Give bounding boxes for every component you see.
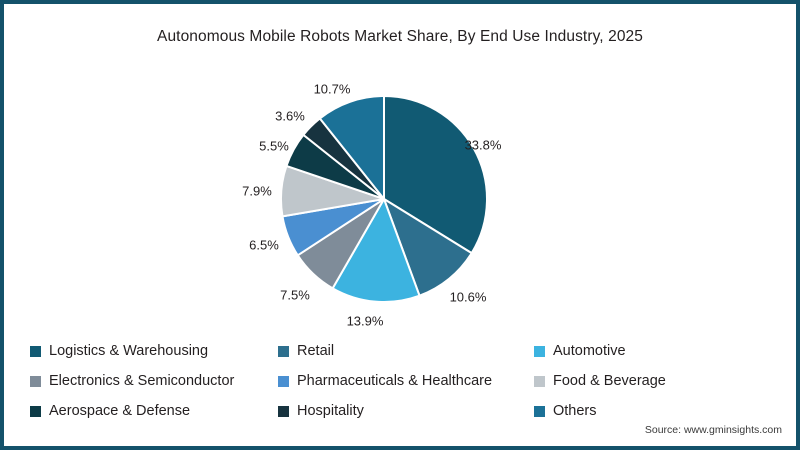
pie-slice[interactable] [331,196,421,303]
legend-item-label: Aerospace & Defense [49,403,191,419]
pie-slice-label: 10.7% [313,81,351,97]
pie-slice[interactable] [318,94,385,202]
legend-item[interactable]: Electronics & Semiconductor [30,373,278,389]
legend-item[interactable]: Others [534,403,730,419]
legend-row: Aerospace & Defense Hospitality Others [30,396,730,426]
pie-slice-label: 7.5% [280,287,310,303]
legend-color-swatch [278,345,289,357]
legend-row: Electronics & Semiconductor Pharmaceutica… [30,366,730,396]
pie-slice-label: 6.5% [249,237,279,253]
pie-slice-label: 10.6% [449,289,487,305]
legend-item-label: Retail [297,343,335,359]
legend-item-label: Automotive [553,343,626,359]
legend-item[interactable]: Automotive [534,343,730,359]
legend-item-label: Food & Beverage [553,373,666,389]
pie-slice-label: 13.9% [346,313,384,329]
legend-color-swatch [278,375,289,387]
chart-title: Autonomous Mobile Robots Market Share, B… [157,28,643,45]
legend-color-swatch [30,405,41,417]
pie-slice-label: 5.5% [259,138,289,154]
legend-color-swatch [534,405,545,417]
legend-color-swatch [30,345,41,357]
legend-item[interactable]: Retail [278,343,534,359]
legend-item-label: Hospitality [297,403,364,419]
chart-legend: Logistics & Warehousing Retail Automotive E… [30,336,730,426]
legend-item[interactable]: Food & Beverage [534,373,730,389]
legend-color-swatch [30,375,41,387]
legend-item[interactable]: Aerospace & Defense [30,403,278,419]
legend-row: Logistics & Warehousing Retail Automotive [30,336,730,366]
legend-item-label: Logistics & Warehousing [49,343,209,359]
pie-slice-label: 33.8% [464,137,502,153]
legend-item[interactable]: Logistics & Warehousing [30,343,278,359]
legend-color-swatch [278,405,289,417]
legend-color-swatch [534,345,545,357]
pie-slice-label: 7.9% [242,183,272,199]
legend-item[interactable]: Pharmaceuticals & Healthcare [278,373,534,389]
pie-chart-area: 33.8% 10.6% 13.9% 7.5% 6.5% 7.9% 5.5% 3.6% 10.7% [4,64,796,329]
legend-item-label: Others [553,403,597,419]
pie-slice[interactable] [382,196,474,297]
legend-item-label: Electronics & Semiconductor [49,373,235,389]
legend-item[interactable]: Hospitality [278,403,534,419]
legend-item-label: Pharmaceuticals & Healthcare [297,373,493,389]
pie-slice-label: 3.6% [275,108,305,124]
source-attribution: Source: www.gminsights.com [644,424,782,436]
pie-chart-svg [280,94,488,303]
legend-color-swatch [534,375,545,387]
pie-slice-group [280,94,488,303]
